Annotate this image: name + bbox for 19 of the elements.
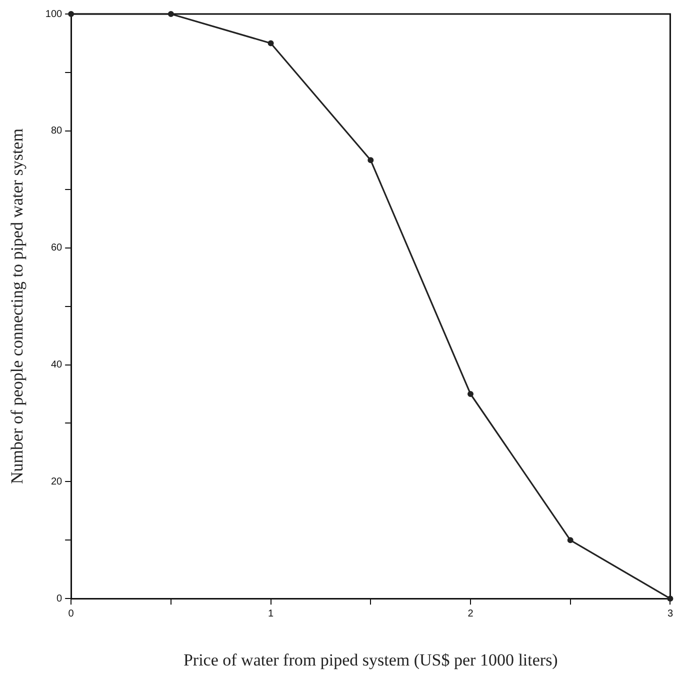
x-tick-label: 2 [468, 608, 474, 620]
x-tick-label: 3 [667, 608, 674, 620]
point [168, 11, 174, 17]
point [68, 11, 74, 17]
point [368, 157, 374, 164]
y-tick-label: 20 [50, 476, 63, 488]
y-axis-title: Number of people connecting to piped water system [8, 128, 27, 484]
x-tick-label: 1 [268, 608, 274, 620]
point [567, 537, 574, 544]
y-tick-label: 60 [50, 242, 63, 254]
point [667, 596, 674, 602]
point [268, 40, 274, 46]
y-tick-label: 80 [50, 126, 63, 137]
x-tick-label: 0 [68, 608, 74, 620]
y-tick-label: 100 [45, 8, 63, 20]
point [468, 390, 474, 397]
y-tick-label: 0 [56, 593, 63, 604]
x-axis-title: Price of water from piped system (US$ per 1000 liters) [183, 650, 558, 670]
y-tick-label: 40 [50, 360, 63, 371]
